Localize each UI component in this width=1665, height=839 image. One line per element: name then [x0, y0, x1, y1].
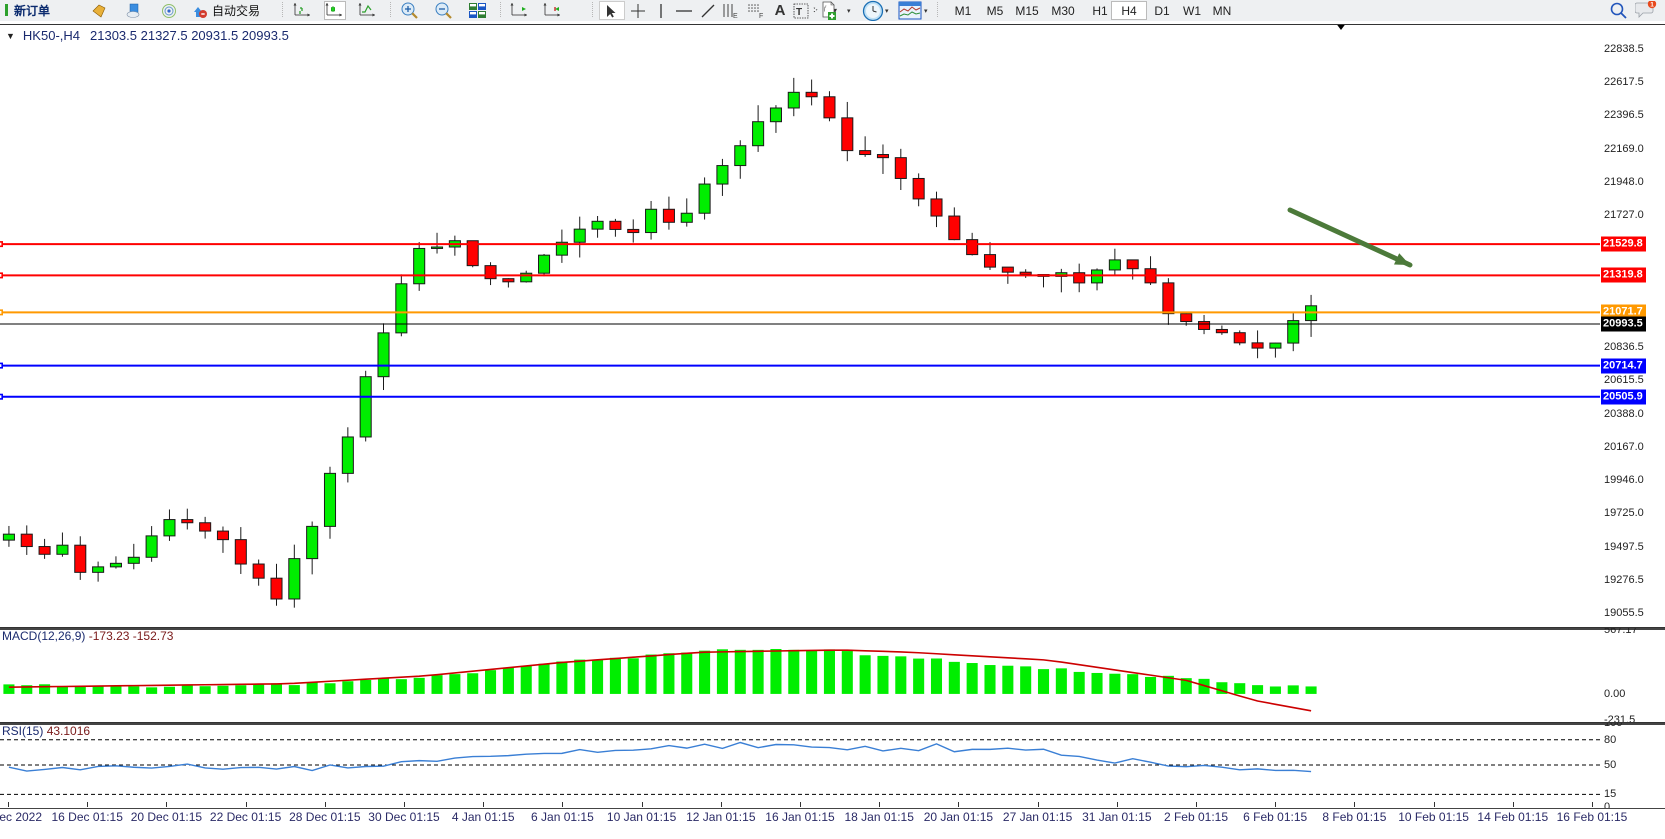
svg-text:T: T [796, 7, 802, 18]
svg-text:F: F [759, 13, 763, 19]
svg-text:1: 1 [1650, 1, 1654, 8]
svg-text:E: E [733, 13, 738, 19]
